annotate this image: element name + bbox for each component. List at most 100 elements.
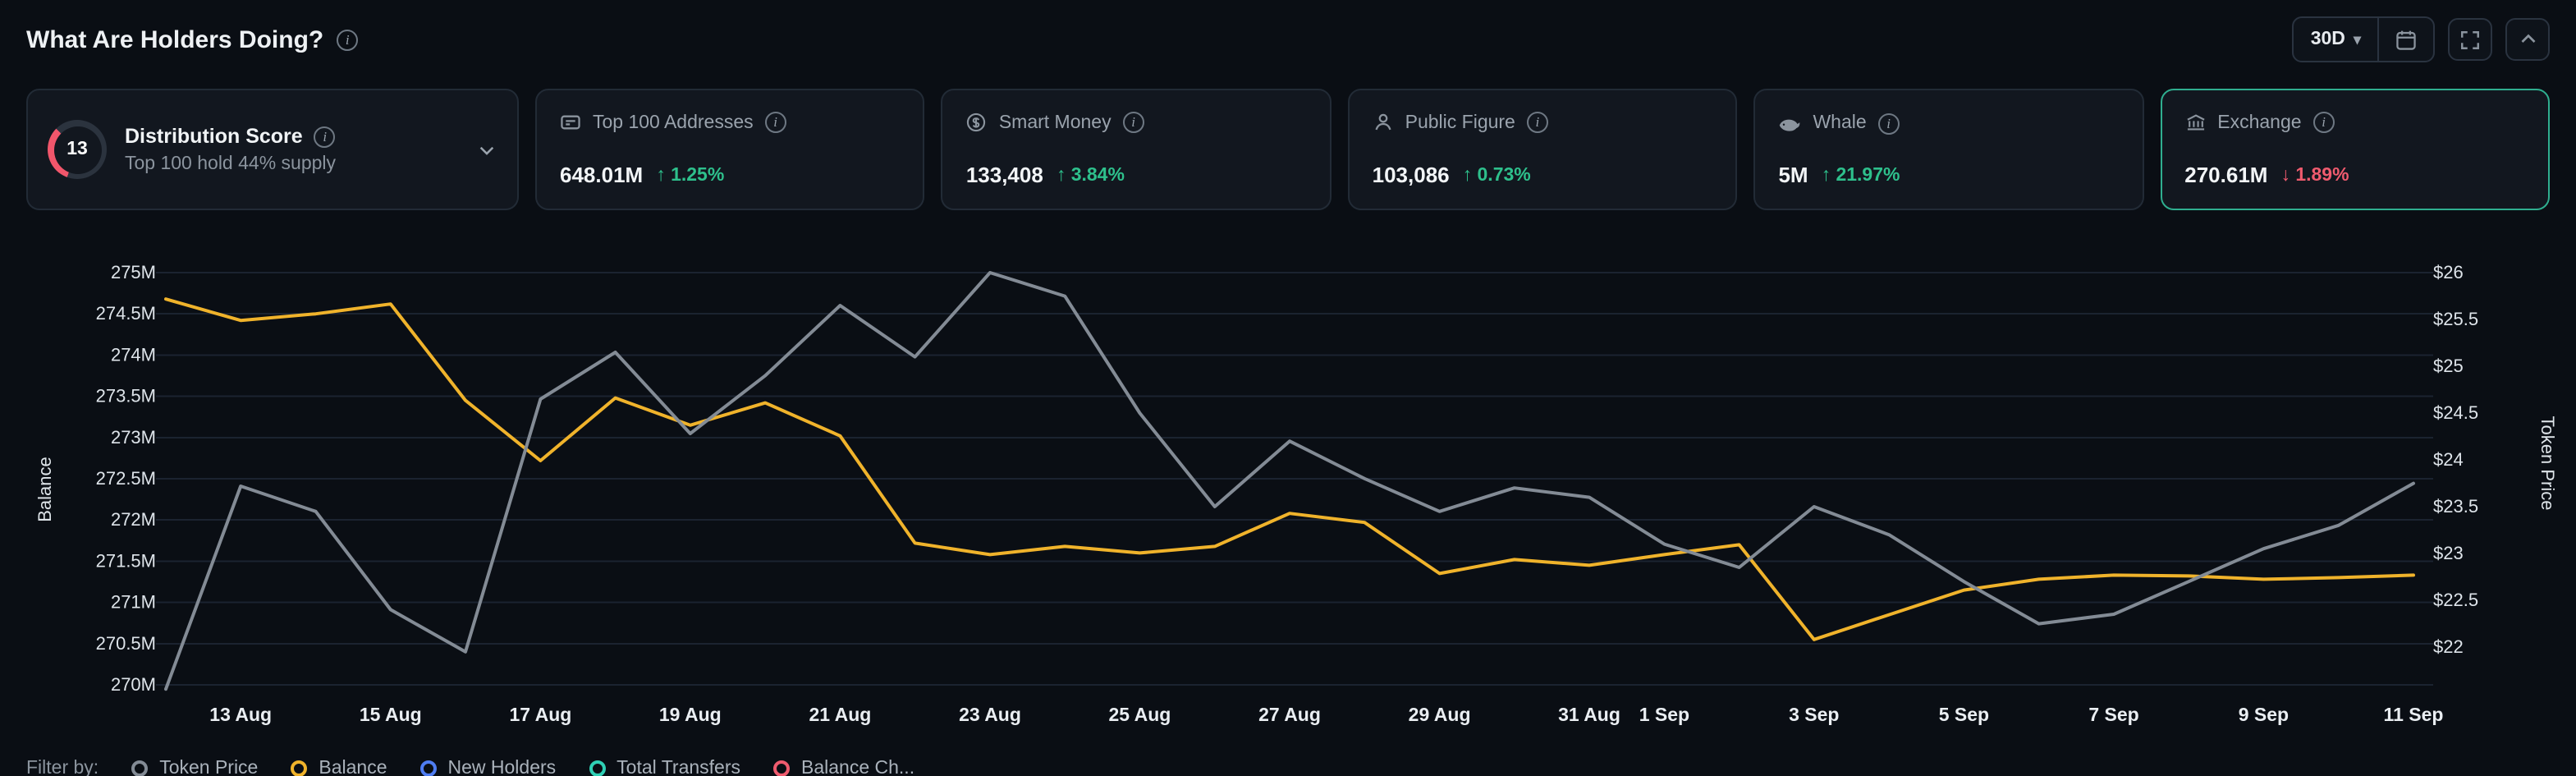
- stat-card-whale[interactable]: Whale i 5M ↑ 21.97%: [1753, 89, 2144, 210]
- header-controls: 30D ▾: [2292, 16, 2550, 62]
- stat-change: ↑ 21.97%: [1821, 165, 1900, 185]
- svg-text:$25.5: $25.5: [2433, 309, 2478, 329]
- svg-text:$22.5: $22.5: [2433, 590, 2478, 610]
- stat-change: ↓ 1.89%: [2280, 165, 2349, 185]
- svg-text:7 Sep: 7 Sep: [2088, 704, 2138, 725]
- stat-card-smart-money[interactable]: Smart Money i 133,408 ↑ 3.84%: [941, 89, 1332, 210]
- svg-text:21 Aug: 21 Aug: [809, 704, 871, 725]
- svg-text:270.5M: 270.5M: [96, 633, 156, 654]
- stat-change: ↑ 1.25%: [656, 165, 725, 185]
- legend-item-label: Balance: [319, 759, 387, 776]
- legend-item-new-holders[interactable]: New Holders: [419, 759, 557, 776]
- stat-label: Smart Money: [998, 112, 1112, 132]
- distribution-score-title: Distribution Score: [125, 125, 303, 148]
- info-icon[interactable]: i: [2312, 112, 2335, 133]
- svg-text:$24: $24: [2433, 449, 2464, 470]
- stat-label: Top 100 Addresses: [593, 112, 754, 132]
- stat-change: ↑ 0.73%: [1462, 165, 1531, 185]
- range-selector[interactable]: 30D ▾: [2294, 18, 2377, 61]
- stat-card-public-figure[interactable]: Public Figure i 103,086 ↑ 0.73%: [1347, 89, 1738, 210]
- collapse-button[interactable]: [2505, 18, 2550, 61]
- svg-text:271M: 271M: [111, 592, 156, 613]
- right-axis-title: Token Price: [2537, 416, 2556, 511]
- svg-text:274M: 274M: [111, 344, 156, 365]
- left-axis-title: Balance: [36, 457, 56, 522]
- legend-item-balance[interactable]: Balance: [291, 759, 387, 776]
- chart-legend: Filter by: Token Price Balance New Holders…: [26, 759, 2550, 776]
- calendar-icon: [2395, 29, 2417, 50]
- filter-by-label: Filter by:: [26, 759, 99, 776]
- panel-header: What Are Holders Doing? i 30D ▾: [0, 0, 2576, 79]
- distribution-score-value: 13: [53, 126, 101, 173]
- svg-text:1 Sep: 1 Sep: [1639, 704, 1689, 725]
- stat-value: 270.61M: [2184, 163, 2268, 187]
- svg-text:11 Sep: 11 Sep: [2384, 704, 2444, 725]
- svg-text:19 Aug: 19 Aug: [659, 704, 722, 725]
- svg-text:31 Aug: 31 Aug: [1558, 704, 1620, 725]
- stat-value: 103,086: [1372, 163, 1450, 187]
- svg-text:$22: $22: [2433, 636, 2464, 657]
- info-icon[interactable]: i: [1526, 112, 1548, 133]
- public-figure-icon: [1373, 112, 1394, 133]
- stat-value: 133,408: [965, 163, 1043, 187]
- svg-text:$24.5: $24.5: [2433, 402, 2478, 423]
- stat-card-top-100[interactable]: Top 100 Addresses i 648.01M ↑ 1.25%: [535, 89, 925, 210]
- svg-text:29 Aug: 29 Aug: [1409, 704, 1471, 725]
- info-icon[interactable]: i: [1122, 112, 1144, 133]
- svg-text:270M: 270M: [111, 674, 156, 695]
- legend-item-label: Total Transfers: [616, 759, 740, 776]
- svg-text:271.5M: 271.5M: [96, 550, 156, 571]
- range-label: 30D: [2310, 30, 2345, 49]
- svg-text:27 Aug: 27 Aug: [1258, 704, 1321, 725]
- distribution-score-ring: 13: [48, 120, 107, 179]
- legend-dot-icon: [589, 760, 606, 776]
- legend-item-label: Token Price: [159, 759, 259, 776]
- svg-text:$23.5: $23.5: [2433, 496, 2478, 517]
- legend-item-label: New Holders: [447, 759, 557, 776]
- svg-text:272.5M: 272.5M: [96, 468, 156, 489]
- legend-item-label: Balance Ch...: [801, 759, 915, 776]
- legend-dot-icon: [419, 760, 437, 776]
- legend-item-token-price[interactable]: Token Price: [131, 759, 258, 776]
- svg-text:274.5M: 274.5M: [96, 303, 156, 324]
- chevron-down-icon[interactable]: [476, 139, 497, 160]
- holders-chart: Balance 270M 270.5M 271M 271.5M 272M 272.5M 27…: [0, 246, 2576, 739]
- svg-text:5 Sep: 5 Sep: [1939, 704, 1989, 725]
- svg-text:3 Sep: 3 Sep: [1789, 704, 1839, 725]
- info-icon[interactable]: i: [1877, 112, 1900, 134]
- distribution-text: Distribution Score i Top 100 hold 44% su…: [125, 125, 458, 174]
- svg-text:273M: 273M: [111, 427, 156, 448]
- exchange-icon: [2184, 112, 2206, 133]
- fullscreen-icon: [2459, 29, 2481, 50]
- legend-dot-icon: [291, 760, 308, 776]
- svg-text:$26: $26: [2433, 262, 2464, 282]
- svg-text:25 Aug: 25 Aug: [1108, 704, 1171, 725]
- stat-label: Exchange: [2217, 112, 2302, 132]
- header-left: What Are Holders Doing? i: [26, 25, 359, 53]
- legend-item-balance-ch[interactable]: Balance Ch...: [773, 759, 914, 776]
- legend-item-total-transfers[interactable]: Total Transfers: [589, 759, 740, 776]
- info-icon[interactable]: i: [764, 112, 786, 133]
- stat-card-exchange[interactable]: Exchange i 270.61M ↓ 1.89%: [2160, 89, 2551, 210]
- top-100-icon: [560, 112, 581, 133]
- stat-cards: 13 Distribution Score i Top 100 hold 44%…: [26, 89, 2551, 210]
- title-info-icon[interactable]: i: [337, 29, 359, 50]
- distribution-info-icon[interactable]: i: [314, 126, 336, 147]
- caret-down-icon: ▾: [2353, 30, 2361, 47]
- page-title: What Are Holders Doing?: [26, 25, 324, 53]
- distribution-score-subtitle: Top 100 hold 44% supply: [125, 154, 337, 174]
- svg-text:$23: $23: [2433, 543, 2464, 563]
- svg-text:275M: 275M: [111, 262, 156, 282]
- stat-label: Public Figure: [1405, 112, 1515, 132]
- holders-chart-svg[interactable]: 270M 270.5M 271M 271.5M 272M 272.5M 273M 273.5M…: [0, 246, 2576, 739]
- whale-icon: [1778, 112, 1801, 135]
- fullscreen-button[interactable]: [2448, 18, 2492, 61]
- distribution-score-card[interactable]: 13 Distribution Score i Top 100 hold 44%…: [26, 89, 519, 210]
- svg-text:17 Aug: 17 Aug: [509, 704, 571, 725]
- smart-money-icon: [966, 112, 988, 133]
- stat-label: Whale: [1813, 113, 1867, 133]
- legend-dot-icon: [131, 760, 149, 776]
- stat-value: 5M: [1778, 163, 1808, 187]
- calendar-button[interactable]: [2377, 18, 2433, 61]
